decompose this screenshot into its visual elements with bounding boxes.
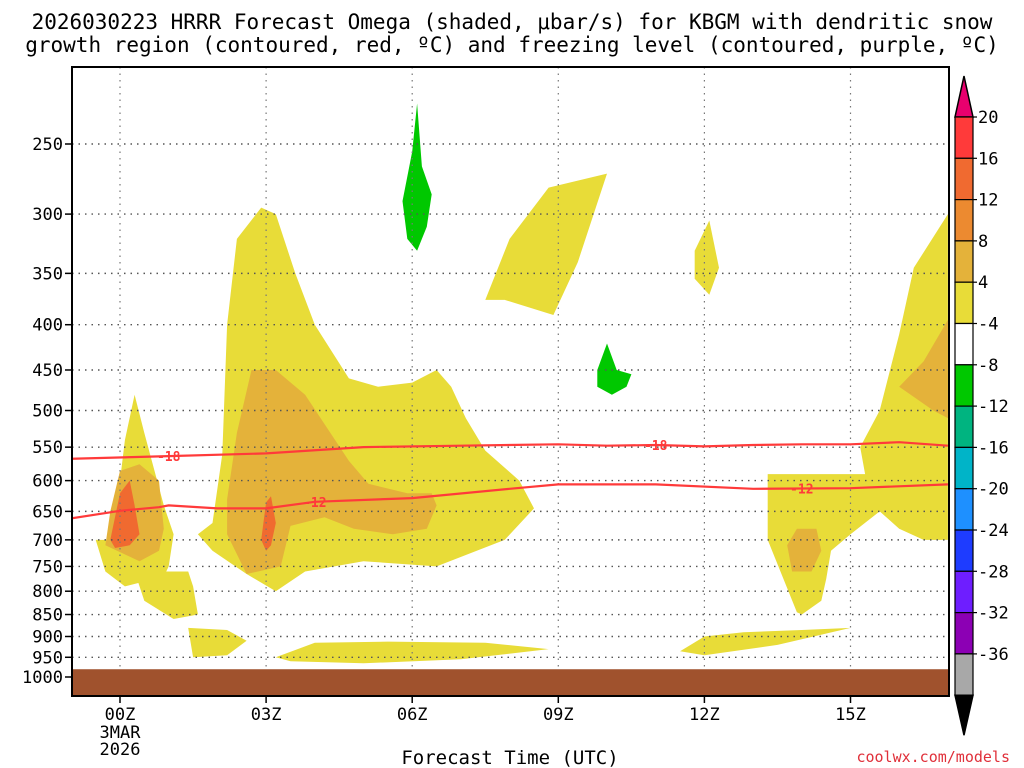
colorbar-swatch xyxy=(954,570,974,614)
colorbar-swatch xyxy=(954,157,974,201)
omega-region-4-to-8 xyxy=(680,627,851,656)
grid-lines xyxy=(72,67,949,696)
y-tick-label: 450 xyxy=(32,361,63,381)
colorbar-label: -8 xyxy=(978,356,998,376)
y-tick-label: 550 xyxy=(32,438,63,458)
omega-region-4-to-8 xyxy=(134,571,198,619)
isotherm-minus-18 xyxy=(72,441,948,460)
x-tick-date-label: 3MAR xyxy=(100,723,142,743)
y-tick-label: 350 xyxy=(32,264,63,284)
x-tick-label: 06Z xyxy=(397,705,428,725)
x-tick-label: 12Z xyxy=(689,705,720,725)
temperature-contours: -18 -18 -12 -12 xyxy=(72,439,948,520)
omega-region-12-to-16 xyxy=(261,496,276,551)
colorbar-swatch xyxy=(954,240,974,283)
y-tick-label: 850 xyxy=(32,606,63,626)
chart-title: 2026030223 HRRR Forecast Omega (shaded, … xyxy=(25,10,999,57)
x-tick-label: 09Z xyxy=(543,705,574,725)
y-tick-label: 950 xyxy=(32,648,63,668)
omega-region-4-to-8 xyxy=(485,173,607,315)
colorbar-label: 8 xyxy=(978,232,988,252)
isotherm-label: -12 xyxy=(790,483,813,498)
omega-region-12-to-16 xyxy=(110,480,140,548)
colorbar-swatch xyxy=(954,611,974,655)
colorbar-label: -32 xyxy=(978,604,1009,624)
colorbar-label: -12 xyxy=(978,397,1009,417)
y-tick-label: 500 xyxy=(32,402,63,422)
colorbar-label: 12 xyxy=(978,191,998,211)
x-axis-label: Forecast Time (UTC) xyxy=(401,747,618,768)
y-tick-label: 900 xyxy=(32,627,63,647)
colorbar-label: -24 xyxy=(978,521,1009,541)
colorbar-swatch xyxy=(954,322,974,366)
y-tick-label: 1000 xyxy=(22,668,63,688)
omega-region-4-to-8 xyxy=(188,627,247,658)
isotherm-label: -12 xyxy=(303,496,326,511)
omega-region-8-to-12 xyxy=(899,319,948,419)
y-tick-label: 250 xyxy=(32,135,63,155)
colorbar-swatch xyxy=(954,653,974,696)
isotherm-minus-12 xyxy=(72,483,948,520)
chart-title-line-2: growth region (contoured, red, ºC) and f… xyxy=(25,33,999,57)
colorbar-label: 16 xyxy=(978,149,998,169)
y-tick-label: 600 xyxy=(32,472,63,492)
y-tick-label: 750 xyxy=(32,557,63,577)
colorbar-label: -4 xyxy=(978,315,998,335)
colorbar-swatch xyxy=(954,281,974,325)
x-tick-label: 00Z xyxy=(105,705,136,725)
colorbar-swatch xyxy=(954,446,974,490)
colorbar-swatch xyxy=(954,529,974,572)
colorbar-bottom-arrow xyxy=(954,694,974,736)
y-axis: 2503003504004505005506006507007508008509… xyxy=(22,135,72,688)
y-tick-label: 700 xyxy=(32,531,63,551)
x-tick-label: 15Z xyxy=(835,705,866,725)
colorbar-label: -28 xyxy=(978,562,1009,582)
colorbar-swatch xyxy=(954,488,974,531)
omega-region-4-to-8 xyxy=(767,214,948,615)
ground-layer xyxy=(72,669,949,696)
colorbar-swatch xyxy=(954,116,974,159)
colorbar-label: -36 xyxy=(978,645,1009,665)
omega-region-4-to-8 xyxy=(694,220,719,295)
omega-region--4-to--8 xyxy=(597,343,632,395)
y-tick-label: 650 xyxy=(32,502,63,522)
y-tick-label: 800 xyxy=(32,582,63,602)
colorbar-top-arrow xyxy=(954,75,974,118)
omega-region-8-to-12 xyxy=(787,528,822,572)
colorbar-label: 20 xyxy=(978,108,998,128)
colorbar: 20 16 12 8 4 -4 -8 -12 -16 -20 -24 -28 -32 -36 xyxy=(954,75,1009,736)
plot-frame xyxy=(71,66,950,697)
colorbar-label: -16 xyxy=(978,438,1009,458)
chart-title-line-1: 2026030223 HRRR Forecast Omega (shaded, … xyxy=(32,10,993,34)
colorbar-swatch xyxy=(954,405,974,449)
omega-region-8-to-12 xyxy=(227,370,437,574)
y-tick-label: 400 xyxy=(32,316,63,336)
ground-surface xyxy=(72,669,949,696)
colorbar-label: 4 xyxy=(978,273,988,293)
isotherm-label: -18 xyxy=(157,450,181,465)
x-tick-label: 03Z xyxy=(251,705,282,725)
x-tick-date-label: 2026 xyxy=(100,740,141,760)
isotherm-label: -18 xyxy=(644,439,668,454)
y-tick-label: 300 xyxy=(32,205,63,225)
colorbar-swatch xyxy=(954,364,974,407)
colorbar-label: -20 xyxy=(978,480,1009,500)
colorbar-swatch xyxy=(954,199,974,242)
site-credit: coolwx.com/models xyxy=(856,748,1010,766)
